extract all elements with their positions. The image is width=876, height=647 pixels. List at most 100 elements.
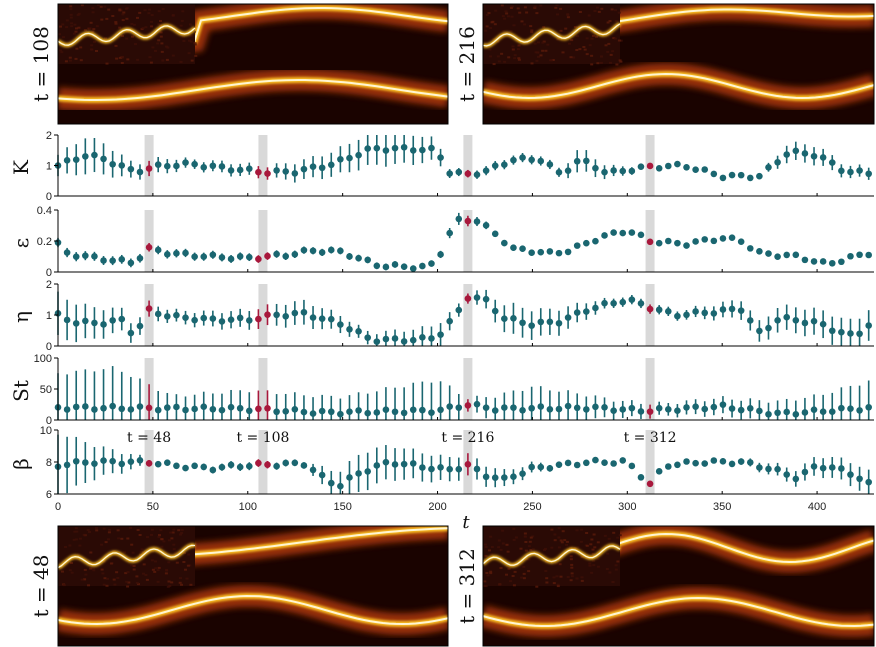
y-tick-label: 6 <box>46 489 52 501</box>
data-point <box>127 406 135 413</box>
data-point <box>664 463 672 470</box>
data-point <box>856 251 863 259</box>
data-point <box>309 163 317 170</box>
data-point <box>382 406 390 413</box>
data-point <box>583 239 590 247</box>
data-point <box>282 459 290 467</box>
data-point <box>774 465 781 473</box>
panel-epsilon: 0 0.2 0.4 ε <box>9 205 874 279</box>
data-point <box>164 459 171 466</box>
data-point <box>72 403 80 411</box>
data-point <box>519 154 526 161</box>
data-point <box>792 251 800 259</box>
data-point <box>109 317 116 324</box>
data-point <box>583 459 590 467</box>
highlight-band <box>463 358 473 420</box>
data-point <box>82 153 89 160</box>
data-point <box>501 315 508 323</box>
y-tick-label: 2 <box>46 279 52 291</box>
y-tick-label: 1 <box>46 310 52 322</box>
data-point <box>637 231 645 239</box>
data-point <box>245 253 253 261</box>
data-point <box>783 313 791 321</box>
svg-text:t = 108: t = 108 <box>29 26 53 102</box>
data-point <box>191 462 198 470</box>
x-tick-label: 50 <box>147 501 159 513</box>
data-point <box>555 169 563 176</box>
data-point <box>737 238 745 246</box>
data-point <box>72 457 80 465</box>
data-point <box>300 165 308 173</box>
y-tick-label: 2 <box>46 130 52 142</box>
data-point <box>455 215 463 223</box>
data-point <box>419 464 426 471</box>
data-point <box>856 407 863 414</box>
data-point <box>838 167 845 175</box>
data-point <box>200 253 208 261</box>
data-point <box>501 239 508 247</box>
data-point <box>364 256 372 264</box>
data-point <box>200 403 208 410</box>
data-point <box>127 329 135 337</box>
data-point <box>819 320 827 328</box>
data-point <box>455 306 463 314</box>
highlight-point <box>255 255 262 263</box>
data-point <box>828 259 836 267</box>
data-point <box>501 161 508 168</box>
data-point <box>765 410 772 418</box>
data-point <box>173 462 180 470</box>
data-point <box>528 322 535 329</box>
data-point <box>746 405 754 412</box>
data-point <box>528 463 535 471</box>
data-point <box>200 164 208 171</box>
data-point <box>245 165 253 173</box>
highlight-point <box>264 311 271 319</box>
data-point <box>72 253 80 260</box>
data-point <box>819 464 827 472</box>
data-point <box>218 406 226 414</box>
data-point <box>573 404 581 412</box>
data-point <box>865 403 872 411</box>
data-point <box>437 331 444 338</box>
data-point <box>355 151 362 159</box>
data-point <box>792 475 800 483</box>
data-point <box>63 249 71 256</box>
data-point <box>583 157 590 165</box>
data-point <box>619 298 627 306</box>
y-axis-label-St: St <box>9 380 33 402</box>
data-point <box>91 319 98 327</box>
data-point <box>118 460 126 468</box>
y-tick-label: 50 <box>40 384 52 396</box>
data-point <box>810 258 818 265</box>
data-point <box>191 253 198 260</box>
data-point <box>719 401 727 408</box>
data-point <box>546 161 554 168</box>
data-point <box>482 473 490 481</box>
data-point <box>309 247 317 255</box>
data-point <box>118 315 126 323</box>
data-point <box>628 462 636 470</box>
data-point <box>209 466 217 474</box>
data-point <box>327 161 335 169</box>
highlight-point <box>145 460 153 467</box>
data-point <box>555 461 563 468</box>
data-point <box>674 407 681 415</box>
data-point <box>519 470 526 477</box>
highlight-band <box>645 358 655 420</box>
data-point <box>346 154 353 162</box>
data-point <box>327 408 335 416</box>
data-point <box>501 474 508 481</box>
data-point <box>746 317 754 324</box>
data-point <box>218 463 226 471</box>
data-point <box>519 245 526 253</box>
x-tick-label: 300 <box>618 501 636 513</box>
data-point <box>236 314 244 322</box>
data-point <box>482 167 490 174</box>
x-tick-label: 350 <box>713 501 731 513</box>
highlight-point <box>264 170 271 177</box>
data-point <box>428 409 435 416</box>
data-point <box>446 170 453 177</box>
svg-text:t = 48: t = 48 <box>29 555 53 618</box>
data-point <box>173 249 180 257</box>
